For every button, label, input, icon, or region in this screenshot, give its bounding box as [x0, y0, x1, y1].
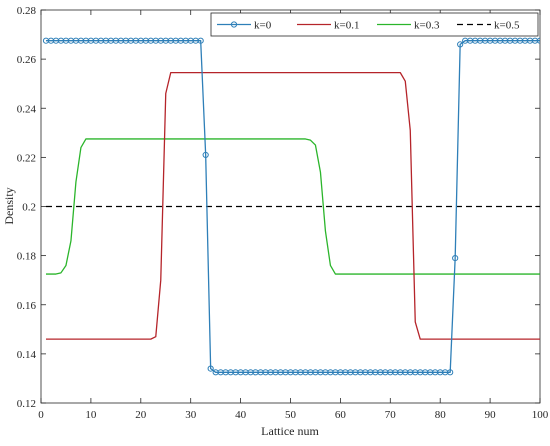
- series-k-0-point: [202, 151, 209, 159]
- y-tick-label: 0.26: [17, 54, 37, 66]
- x-tick-label: 40: [235, 409, 247, 421]
- y-tick-label: 0.28: [17, 5, 37, 17]
- legend-box: [210, 12, 539, 37]
- y-tick-label: 0.18: [17, 251, 37, 263]
- legend-k-0-5-label: k=0.5: [494, 20, 520, 32]
- legend-k-0-1-label: k=0.1: [334, 20, 359, 32]
- legend-k-0-label: k=0: [254, 20, 272, 32]
- y-tick-label: 0.22: [17, 152, 36, 164]
- series-k-0-3-line: [45, 138, 540, 275]
- series-k-0-point: [452, 254, 459, 262]
- x-axis-label: Lattice num: [261, 424, 319, 438]
- x-tick-label: 10: [85, 409, 97, 421]
- y-tick-label: 0.16: [17, 300, 37, 312]
- x-tick-label: 20: [135, 409, 147, 421]
- y-axis: 0.12 0.14 0.16 0.18 0.2 0.22 0.24 0.26 0.28: [17, 5, 540, 410]
- series-k-0-point: [457, 41, 464, 48]
- x-tick-label: 0: [38, 409, 44, 421]
- legend-k-0-marker: [230, 21, 238, 28]
- x-tick-label: 90: [485, 409, 497, 421]
- x-tick-label: 30: [185, 409, 197, 421]
- y-tick-label: 0.2: [22, 202, 36, 214]
- x-tick-label: 100: [532, 409, 549, 421]
- series-k-0-point: [536, 37, 540, 44]
- y-tick-label: 0.24: [17, 103, 37, 115]
- y-tick-label: 0.12: [17, 398, 36, 410]
- series-k-0-point: [207, 365, 214, 372]
- series-k-0-point: [197, 37, 204, 44]
- x-tick-label: 80: [435, 409, 447, 421]
- x-axis: 0 10 20 30 40 50 60 70 80 90 100: [38, 10, 549, 421]
- y-tick-label: 0.14: [17, 349, 37, 361]
- legend-k-0-3-label: k=0.3: [414, 20, 440, 32]
- x-tick-label: 60: [335, 409, 347, 421]
- series-k-0-1-line: [45, 71, 540, 340]
- series-layer: [42, 37, 540, 376]
- y-axis-label: Density: [2, 187, 16, 224]
- legend: k=0 k=0.1 k=0.3 k=0.5: [210, 12, 539, 37]
- x-tick-label: 50: [285, 409, 297, 421]
- x-tick-label: 70: [385, 409, 397, 421]
- series-k-0-point: [447, 369, 454, 376]
